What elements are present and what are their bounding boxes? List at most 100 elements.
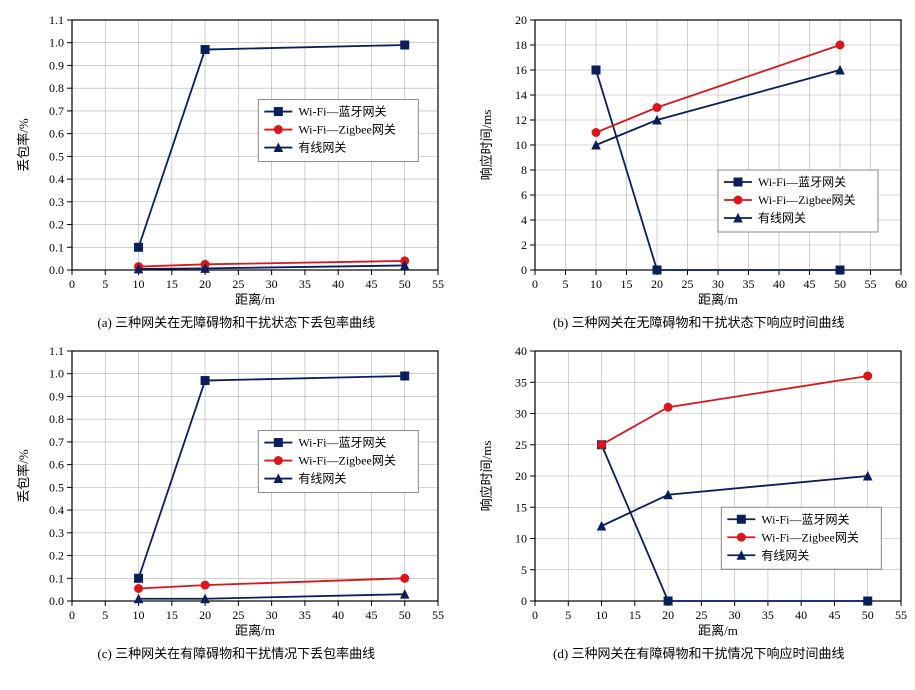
svg-text:5: 5 — [102, 277, 108, 291]
svg-text:15: 15 — [620, 277, 632, 291]
svg-text:0: 0 — [69, 608, 75, 622]
svg-text:45: 45 — [803, 277, 815, 291]
chart-grid: 05101520253035404550550.00.10.20.30.40.5… — [10, 10, 915, 662]
svg-text:0.3: 0.3 — [49, 526, 64, 540]
svg-text:25: 25 — [515, 438, 527, 452]
svg-text:0: 0 — [521, 594, 527, 608]
svg-text:20: 20 — [515, 469, 527, 483]
svg-text:45: 45 — [828, 608, 840, 622]
svg-text:40: 40 — [332, 277, 344, 291]
svg-text:Wi-Fi—Zigbee网关: Wi-Fi—Zigbee网关 — [758, 193, 856, 207]
svg-text:40: 40 — [332, 608, 344, 622]
svg-text:35: 35 — [515, 375, 527, 389]
svg-text:0.7: 0.7 — [49, 104, 64, 118]
svg-text:有线网关: 有线网关 — [761, 548, 809, 562]
svg-text:30: 30 — [266, 277, 278, 291]
svg-text:1.0: 1.0 — [49, 367, 64, 381]
svg-text:丢包率/%: 丢包率/% — [16, 449, 31, 503]
svg-text:距离/m: 距离/m — [235, 623, 275, 638]
panel-c: 05101520253035404550550.00.10.20.30.40.5… — [10, 341, 463, 662]
svg-text:25: 25 — [695, 608, 707, 622]
svg-text:0: 0 — [532, 608, 538, 622]
svg-text:Wi-Fi—蓝牙网关: Wi-Fi—蓝牙网关 — [761, 512, 849, 526]
svg-text:16: 16 — [515, 63, 527, 77]
svg-text:2: 2 — [521, 238, 527, 252]
svg-text:0.2: 0.2 — [49, 549, 64, 563]
svg-text:0: 0 — [532, 277, 538, 291]
svg-text:4: 4 — [521, 213, 527, 227]
svg-text:15: 15 — [515, 500, 527, 514]
svg-text:50: 50 — [399, 277, 411, 291]
svg-text:20: 20 — [662, 608, 674, 622]
svg-text:18: 18 — [515, 38, 527, 52]
svg-text:距离/m: 距离/m — [698, 623, 738, 638]
svg-text:有线网关: 有线网关 — [298, 472, 346, 486]
svg-text:0.0: 0.0 — [49, 263, 64, 277]
caption-a: (a) 三种网关在无障碍物和干扰状态下丢包率曲线 — [10, 312, 463, 331]
caption-b: (b) 三种网关在无障碍物和干扰状态下响应时间曲线 — [473, 312, 915, 331]
svg-text:0.5: 0.5 — [49, 149, 64, 163]
svg-text:0.8: 0.8 — [49, 412, 64, 426]
svg-text:15: 15 — [628, 608, 640, 622]
svg-text:25: 25 — [681, 277, 693, 291]
svg-text:Wi-Fi—Zigbee网关: Wi-Fi—Zigbee网关 — [298, 454, 396, 468]
svg-text:0.0: 0.0 — [49, 594, 64, 608]
svg-text:0.6: 0.6 — [49, 458, 64, 472]
svg-text:5: 5 — [565, 608, 571, 622]
svg-text:Wi-Fi—蓝牙网关: Wi-Fi—蓝牙网关 — [298, 105, 386, 119]
svg-text:55: 55 — [432, 277, 444, 291]
svg-text:25: 25 — [232, 608, 244, 622]
svg-text:1.1: 1.1 — [49, 344, 64, 358]
svg-text:0.4: 0.4 — [49, 503, 64, 517]
svg-text:45: 45 — [365, 608, 377, 622]
svg-text:30: 30 — [712, 277, 724, 291]
svg-text:5: 5 — [521, 563, 527, 577]
svg-text:35: 35 — [742, 277, 754, 291]
svg-text:8: 8 — [521, 163, 527, 177]
svg-text:Wi-Fi—蓝牙网关: Wi-Fi—蓝牙网关 — [298, 436, 386, 450]
svg-text:0.5: 0.5 — [49, 480, 64, 494]
svg-text:45: 45 — [365, 277, 377, 291]
svg-text:0.9: 0.9 — [49, 58, 64, 72]
svg-text:0.1: 0.1 — [49, 240, 64, 254]
svg-text:30: 30 — [728, 608, 740, 622]
caption-d: (d) 三种网关在有障碍物和干扰情况下响应时间曲线 — [473, 643, 915, 662]
svg-text:丢包率/%: 丢包率/% — [16, 118, 31, 172]
svg-text:1.1: 1.1 — [49, 13, 64, 27]
svg-text:20: 20 — [199, 608, 211, 622]
svg-text:0: 0 — [521, 263, 527, 277]
svg-text:响应时间/ms: 响应时间/ms — [479, 110, 494, 181]
svg-text:5: 5 — [102, 608, 108, 622]
svg-text:10: 10 — [133, 608, 145, 622]
svg-text:40: 40 — [773, 277, 785, 291]
svg-text:35: 35 — [299, 277, 311, 291]
svg-text:25: 25 — [232, 277, 244, 291]
svg-text:10: 10 — [133, 277, 145, 291]
svg-text:14: 14 — [515, 88, 527, 102]
svg-text:50: 50 — [861, 608, 873, 622]
svg-text:10: 10 — [515, 532, 527, 546]
svg-text:Wi-Fi—蓝牙网关: Wi-Fi—蓝牙网关 — [758, 175, 846, 189]
svg-text:0.9: 0.9 — [49, 389, 64, 403]
svg-text:响应时间/ms: 响应时间/ms — [479, 441, 494, 512]
svg-text:60: 60 — [895, 277, 907, 291]
svg-text:5: 5 — [562, 277, 568, 291]
svg-text:Wi-Fi—Zigbee网关: Wi-Fi—Zigbee网关 — [298, 123, 396, 137]
svg-text:有线网关: 有线网关 — [758, 211, 806, 225]
svg-text:12: 12 — [515, 113, 527, 127]
svg-text:30: 30 — [266, 608, 278, 622]
svg-text:Wi-Fi—Zigbee网关: Wi-Fi—Zigbee网关 — [761, 530, 859, 544]
panel-a: 05101520253035404550550.00.10.20.30.40.5… — [10, 10, 463, 331]
svg-text:6: 6 — [521, 188, 527, 202]
svg-text:10: 10 — [515, 138, 527, 152]
svg-text:0.8: 0.8 — [49, 81, 64, 95]
svg-text:0.1: 0.1 — [49, 571, 64, 585]
svg-text:50: 50 — [399, 608, 411, 622]
svg-text:0.7: 0.7 — [49, 435, 64, 449]
svg-text:35: 35 — [761, 608, 773, 622]
svg-text:0: 0 — [69, 277, 75, 291]
svg-text:10: 10 — [595, 608, 607, 622]
svg-text:0.6: 0.6 — [49, 127, 64, 141]
svg-text:35: 35 — [299, 608, 311, 622]
panel-b: 0510152025303540455055600246810121416182… — [473, 10, 915, 331]
